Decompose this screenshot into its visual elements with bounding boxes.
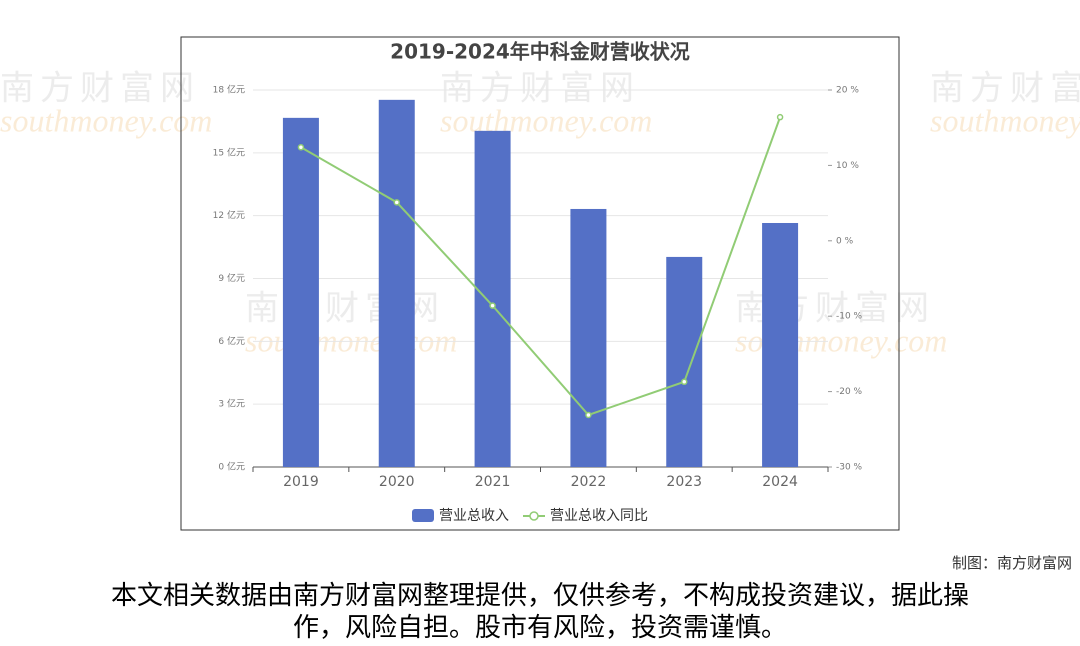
y-tick-label: 6 亿元 [218,335,245,347]
legend-swatch [529,511,539,521]
bar [474,130,511,467]
point [393,199,400,206]
watermark: 南方财富网 [930,69,1080,109]
point [489,302,496,309]
y2-tick-label: -10 % [836,312,863,322]
watermark: southmoney.com [0,102,212,138]
y-tick-label: 3 亿元 [218,398,245,410]
legend-label: 营业总收入 [439,508,509,524]
point [297,144,305,151]
x-tick-label: 2023 [666,474,702,490]
bar [666,256,703,467]
y2-tick-label: 0 % [836,236,854,246]
x-tick-label: 2024 [762,474,798,490]
x-tick-label: 2019 [283,474,319,490]
x-tick-label: 2020 [379,474,415,490]
chart: 南方财富网southmoney.com南方财富网southmoney.com南方… [0,36,1080,531]
y-tick-label: 18 亿元 [213,84,245,96]
y2-tick-label: 10 % [836,161,859,171]
watermark: 南方财富网 [0,69,200,109]
watermark: southmoney.com [930,102,1080,138]
y-tick-label: 15 亿元 [213,146,245,158]
chart-title: 2019-2024年中科金财营收状况 [390,40,690,64]
line [300,116,782,417]
y2-tick-label: -20 % [836,387,863,397]
y-tick-label: 9 亿元 [218,272,245,284]
y-tick-label: 12 亿元 [213,209,245,221]
bar [282,117,319,467]
credit: 制图：南方财富网 [951,554,1072,572]
watermark: southmoney.com [440,102,652,138]
y2-tick-label: 20 % [836,86,859,96]
chart-frame [180,36,900,531]
legend-swatch [412,509,434,522]
y-tick-label: 0 亿元 [218,461,245,473]
bar [762,222,799,467]
bar [570,208,607,467]
watermark: 南方财富网 [440,69,640,109]
x-tick-label: 2021 [475,474,511,490]
y2-tick-label: -30 % [836,463,863,473]
x-tick-label: 2022 [571,474,607,490]
disclaimer: 本文相关数据由南方财富网整理提供，仅供参考，不构成投资建议，据此操作，风险自担。… [110,581,969,643]
bar [378,99,415,468]
legend-label: 营业总收入同比 [550,508,648,524]
point [585,411,592,419]
point [776,113,784,121]
watermark: southmoney.com [245,322,457,358]
point [681,378,688,386]
